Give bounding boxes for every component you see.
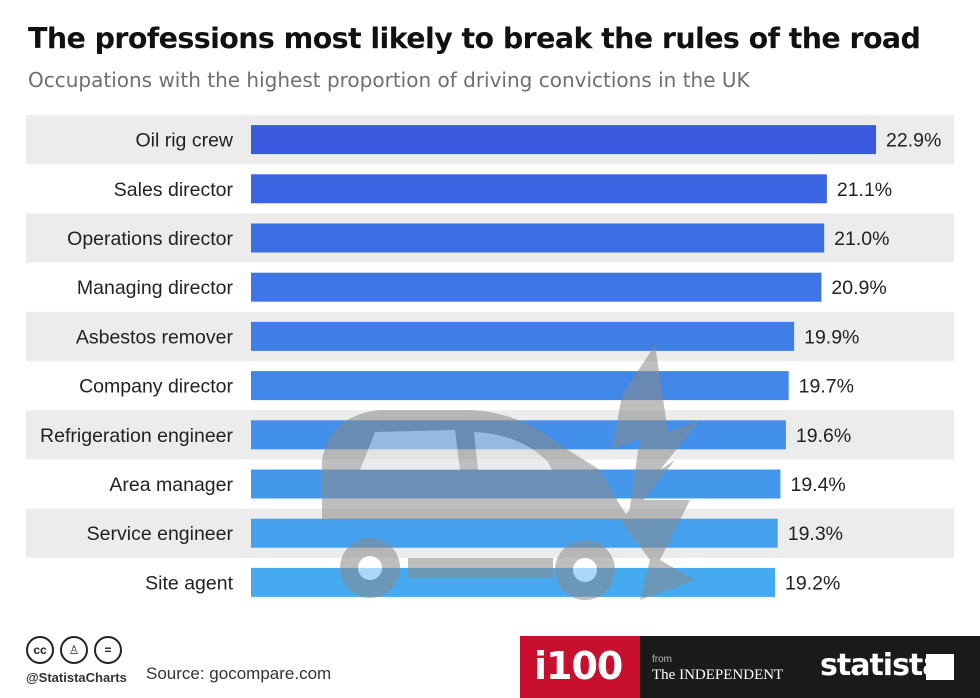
bar[interactable] (251, 174, 827, 204)
source-note: Source: gocompare.com (146, 664, 332, 683)
i100-logo[interactable]: i100 (534, 644, 623, 688)
by-icon[interactable]: ♙ (60, 636, 88, 664)
labels: Oil rig crew 22.9% Sales director 21.1% Oper… (40, 130, 941, 595)
value-label: 19.7% (799, 376, 854, 398)
nd-icon[interactable]: = (94, 636, 122, 664)
category-label: Site agent (145, 572, 233, 594)
cc-icon[interactable]: cc (26, 636, 54, 664)
bar-chart: Oil rig crew 22.9% Sales director 21.1% Oper… (26, 115, 954, 600)
category-label: Oil rig crew (135, 130, 233, 152)
statista-mark-icon (926, 654, 954, 680)
independent-logo[interactable]: The INDEPENDENT (652, 667, 784, 683)
category-label: Operations director (67, 228, 233, 250)
value-label: 19.2% (785, 572, 840, 594)
bar[interactable] (251, 125, 876, 155)
value-label: 21.0% (834, 228, 889, 250)
category-label: Managing director (77, 277, 234, 299)
value-label: 20.9% (831, 277, 886, 299)
chart-title: The professions most likely to break the… (28, 22, 921, 55)
logo-panel (640, 636, 980, 698)
statista-handle[interactable]: @StatistaCharts (26, 670, 127, 685)
crash-car-watermark-icon (322, 345, 700, 600)
category-label: Area manager (109, 474, 233, 496)
license-icons: cc ♙ = (26, 636, 122, 664)
statista-logo[interactable]: statista (820, 648, 943, 683)
category-label: Company director (79, 376, 233, 398)
bar[interactable] (251, 223, 825, 253)
value-label: 21.1% (837, 179, 892, 201)
category-label: Refrigeration engineer (40, 425, 233, 447)
bar[interactable] (251, 518, 778, 548)
value-label: 19.3% (788, 523, 843, 545)
bar[interactable] (251, 371, 789, 401)
category-label: Service engineer (87, 523, 234, 545)
category-label: Sales director (114, 179, 234, 201)
value-label: 22.9% (886, 130, 941, 152)
value-label: 19.4% (790, 474, 845, 496)
category-label: Asbestos remover (76, 326, 234, 348)
value-label: 19.6% (796, 425, 851, 447)
bar[interactable] (251, 321, 795, 351)
value-label: 19.9% (804, 326, 859, 348)
bar[interactable] (251, 272, 822, 302)
from-label: from (652, 654, 672, 665)
chart-subtitle: Occupations with the highest proportion … (28, 68, 750, 92)
